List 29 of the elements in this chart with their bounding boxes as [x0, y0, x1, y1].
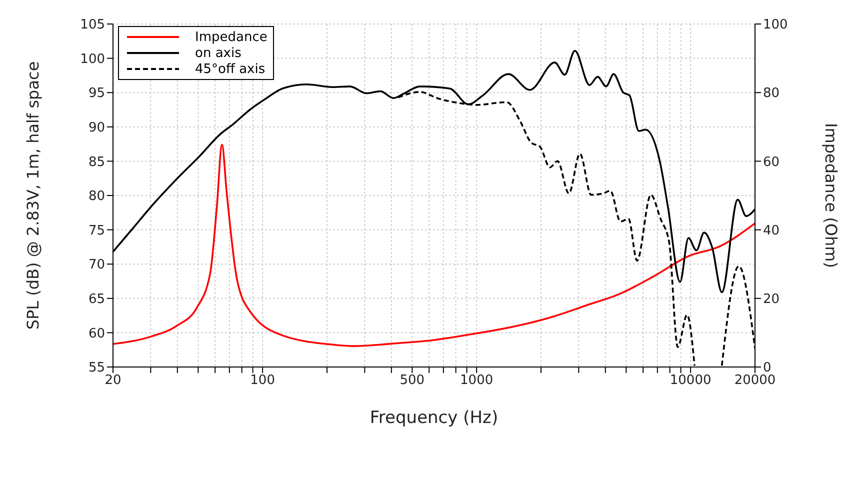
y-tick-label: 105 [80, 18, 105, 33]
x-tick-label: 10000 [670, 373, 712, 388]
y2-tick-label: 20 [763, 292, 780, 308]
y2-tick-label: 80 [763, 86, 780, 102]
x-tick-label: 20 [104, 373, 122, 388]
y2-tick-label: 0 [763, 360, 772, 376]
y2-axis-title: Impedance (Ohm) [821, 123, 840, 268]
y-tick-label: 80 [88, 189, 105, 204]
y-tick-label: 100 [80, 52, 105, 67]
y2-tick-label: 60 [763, 154, 780, 170]
x-tick-label: 20000 [734, 373, 776, 388]
x-tick-label: 100 [250, 373, 275, 388]
y-tick-label: 75 [88, 223, 105, 238]
y-tick-label: 60 [88, 326, 105, 342]
x-axis-title: Frequency (Hz) [370, 408, 498, 428]
x-tick-label: 500 [400, 373, 425, 388]
y-tick-label: 70 [88, 258, 105, 273]
legend-label: 45°off axis [195, 62, 266, 76]
y-axis-title: SPL (dB) @ 2.83V, 1m, half space [24, 61, 43, 330]
y2-tick-label: 40 [763, 223, 780, 238]
y-tick-label: 95 [88, 86, 105, 102]
legend-label: Impedance [195, 30, 268, 44]
legend-label: on axis [195, 46, 242, 60]
y2-tick-label: 100 [763, 18, 788, 33]
y-tick-label: 85 [88, 154, 105, 170]
y-tick-label: 90 [88, 120, 105, 136]
y-tick-label: 65 [88, 292, 105, 308]
y-tick-label: 55 [88, 360, 105, 376]
x-tick-label: 1000 [460, 373, 494, 388]
